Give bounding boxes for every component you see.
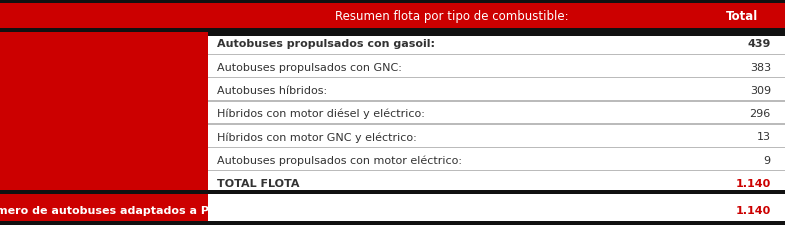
Bar — [0, 0, 785, 33]
Bar — [208, 170, 785, 171]
Bar — [208, 54, 785, 56]
Bar — [0, 0, 208, 195]
Text: 1.140: 1.140 — [736, 178, 771, 188]
Bar — [0, 221, 785, 225]
Bar — [0, 195, 785, 225]
Text: Autobuses propulsados con gasoil:: Autobuses propulsados con gasoil: — [217, 39, 436, 49]
Bar — [208, 33, 785, 56]
Bar — [208, 147, 785, 148]
Bar — [208, 171, 785, 195]
Text: Autobuses híbridos:: Autobuses híbridos: — [217, 86, 327, 95]
Text: Híbridos con motor diésel y eléctrico:: Híbridos con motor diésel y eléctrico: — [217, 108, 425, 119]
Text: 309: 309 — [750, 86, 771, 95]
Text: 9: 9 — [764, 155, 771, 165]
Text: 1.140: 1.140 — [736, 205, 771, 215]
Bar — [0, 29, 785, 33]
Text: 383: 383 — [750, 62, 771, 72]
Text: 439: 439 — [747, 39, 771, 49]
Text: Autobuses propulsados con GNC:: Autobuses propulsados con GNC: — [217, 62, 403, 72]
Bar — [208, 101, 785, 102]
Text: Autobuses propulsados con motor eléctrico:: Autobuses propulsados con motor eléctric… — [217, 155, 462, 165]
Text: TOTAL FLOTA: TOTAL FLOTA — [217, 178, 300, 188]
Bar — [208, 79, 785, 102]
Text: Resumen flota por tipo de combustible:: Resumen flota por tipo de combustible: — [334, 10, 568, 23]
Bar — [208, 124, 785, 125]
Bar — [208, 148, 785, 171]
Bar — [208, 125, 785, 148]
Text: Total: Total — [725, 10, 758, 23]
Bar — [0, 191, 785, 195]
Bar — [208, 195, 785, 221]
Text: 296: 296 — [750, 109, 771, 119]
Text: Híbridos con motor GNC y eléctrico:: Híbridos con motor GNC y eléctrico: — [217, 132, 417, 142]
Bar — [208, 56, 785, 79]
Bar — [208, 102, 785, 125]
Bar — [208, 78, 785, 79]
Bar — [0, 0, 785, 4]
Text: 13: 13 — [757, 132, 771, 142]
Bar — [208, 33, 785, 37]
Text: Numero de autobuses adaptados a PMR: Numero de autobuses adaptados a PMR — [0, 205, 228, 215]
